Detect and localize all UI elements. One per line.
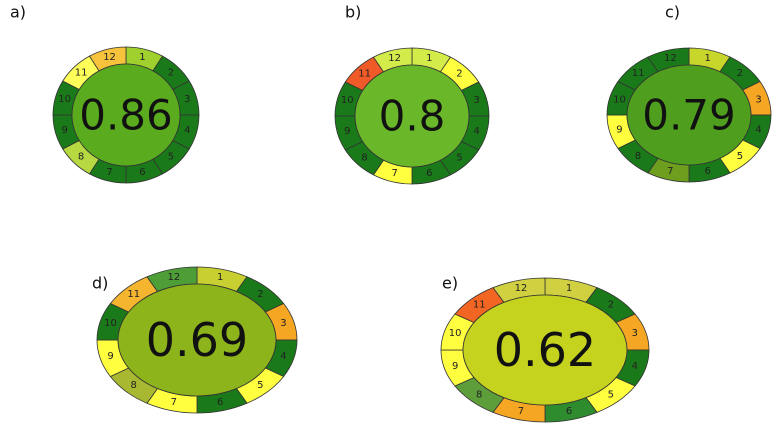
segment-label: 12 [167, 272, 180, 283]
segment-label: 9 [344, 126, 350, 137]
segment-label: 5 [257, 380, 263, 391]
segment-label: 6 [704, 166, 710, 177]
segment-label: 7 [667, 166, 673, 177]
segment-label: 5 [608, 389, 614, 400]
segment-label: 8 [131, 380, 137, 391]
segment-label: 2 [608, 300, 614, 311]
segment-label: 12 [515, 283, 528, 294]
segment-label: 4 [474, 126, 480, 137]
score: 0.86 [79, 91, 173, 140]
segment-label: 9 [452, 361, 458, 372]
segment-label: 6 [217, 397, 223, 408]
segment-label: 4 [632, 361, 638, 372]
segment-label: 2 [456, 68, 462, 79]
segment-label: 10 [104, 318, 117, 329]
panel-label: b) [345, 3, 361, 22]
segment-label: 5 [456, 153, 462, 164]
segment-label: 8 [78, 152, 84, 163]
center [462, 294, 628, 406]
segment-label: 7 [106, 167, 112, 178]
segment-label: 10 [449, 328, 462, 339]
segment-label: 1 [566, 283, 572, 294]
segment-label: 12 [103, 52, 116, 63]
center [626, 64, 752, 166]
segment-label: 7 [518, 406, 524, 417]
segment-label: 10 [613, 94, 626, 105]
segment-label: 6 [426, 168, 432, 179]
score: 0.79 [642, 91, 736, 140]
segment-label: 3 [184, 94, 190, 105]
panel-label: a) [10, 3, 26, 22]
panel-label: e) [442, 274, 458, 293]
segment-label: 10 [341, 95, 354, 106]
panel-label: d) [92, 274, 108, 293]
segment-label: 7 [171, 397, 177, 408]
segment-label: 9 [61, 125, 67, 136]
segment-label: 11 [75, 67, 88, 78]
segment-label: 10 [58, 94, 71, 105]
center [71, 63, 181, 167]
segment-label: 4 [280, 351, 286, 362]
score: 0.8 [379, 92, 446, 141]
segment-label: 1 [426, 53, 432, 64]
segment-label: 12 [664, 53, 677, 64]
segment-label: 9 [107, 351, 113, 362]
segment-label: 4 [755, 125, 761, 136]
segment-label: 3 [474, 95, 480, 106]
segment-label: 11 [358, 68, 371, 79]
segment-label: 12 [388, 53, 401, 64]
score: 0.62 [494, 323, 596, 377]
panel-label: c) [665, 3, 680, 22]
segment-label: 3 [755, 94, 761, 105]
segment-label: 6 [566, 406, 572, 417]
segment-label: 3 [280, 318, 286, 329]
segment-label: 11 [127, 289, 140, 300]
segment-label: 11 [632, 68, 645, 79]
segment-label: 1 [139, 52, 145, 63]
segment-label: 6 [139, 167, 145, 178]
segment-label: 8 [361, 153, 367, 164]
segment-label: 2 [257, 289, 263, 300]
segment-label: 1 [217, 272, 223, 283]
segment-label: 5 [737, 151, 743, 162]
center [117, 283, 277, 397]
segment-label: 11 [473, 300, 486, 311]
score: 0.69 [146, 313, 248, 367]
segment-label: 5 [168, 152, 174, 163]
segment-label: 8 [476, 389, 482, 400]
segment-label: 9 [616, 125, 622, 136]
segment-label: 4 [184, 125, 190, 136]
segment-label: 8 [635, 151, 641, 162]
segment-label: 7 [391, 168, 397, 179]
segment-label: 2 [737, 68, 743, 79]
center [354, 64, 470, 168]
segment-label: 1 [704, 53, 710, 64]
segment-label: 3 [632, 328, 638, 339]
segment-label: 2 [168, 67, 174, 78]
